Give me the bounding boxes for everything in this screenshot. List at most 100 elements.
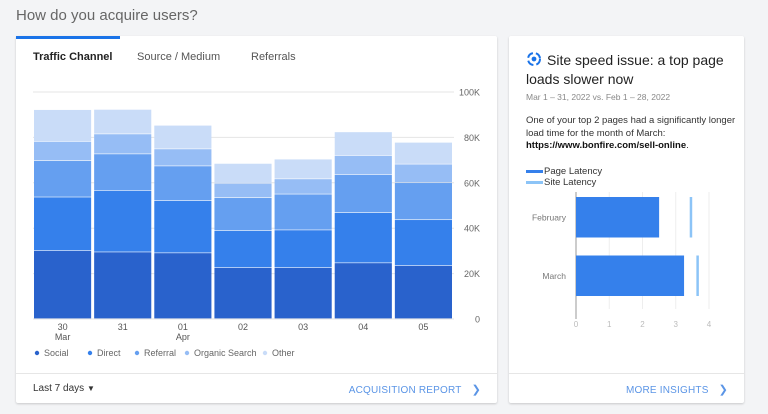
chevron-right-icon: ❯ xyxy=(718,384,728,396)
tab-referrals[interactable]: Referrals xyxy=(251,51,296,63)
tab-source-medium[interactable]: Source / Medium xyxy=(137,51,221,63)
active-tab-indicator xyxy=(16,36,120,39)
y-tick-label: 100K xyxy=(459,88,480,98)
insight-title-text: Site speed issue: a top page loads slowe… xyxy=(526,52,724,87)
insight-body-end: . xyxy=(686,140,689,151)
bar-segment-social xyxy=(94,252,152,319)
bar-segment-other xyxy=(34,109,92,142)
latency-chart: 0 1 2 3 4 February March xyxy=(532,192,712,329)
legend-label: Referral xyxy=(144,348,176,358)
tab-traffic-channel[interactable]: Traffic Channel xyxy=(33,51,113,63)
bar-segment-referral xyxy=(334,174,392,213)
y-tick-label: 60K xyxy=(464,178,480,188)
bar-segment-other xyxy=(394,142,452,164)
acquisition-report-label: ACQUISITION REPORT xyxy=(348,385,462,396)
legend-dot xyxy=(87,350,93,356)
x-tick-label: 1 xyxy=(607,320,612,329)
legend-site-latency: Site Latency xyxy=(526,177,596,188)
legend-dot xyxy=(134,350,140,356)
bar-segment-referral xyxy=(94,154,152,191)
bar-site-latency xyxy=(689,197,693,238)
bar-segment-direct xyxy=(94,190,152,252)
bar-segment-referral xyxy=(34,161,92,197)
bar-segment-direct xyxy=(274,230,332,268)
legend-swatch-page-latency xyxy=(526,170,543,173)
y-tick-label: 80K xyxy=(464,133,480,143)
bar-segment-direct xyxy=(334,212,392,263)
insight-body-text: One of your top 2 pages had a significan… xyxy=(526,115,736,139)
bar-segment-social xyxy=(34,250,92,319)
x-tick-label: 0 xyxy=(574,320,579,329)
bar-segment-direct xyxy=(394,220,452,266)
acquisition-card: Traffic Channel Source / Medium Referral… xyxy=(16,36,497,403)
x-tick-label: 4 xyxy=(707,320,712,329)
more-insights-label: MORE INSIGHTS xyxy=(625,385,709,396)
bar-segment-referral xyxy=(394,183,452,220)
bar-segment-organic-search xyxy=(274,179,332,194)
legend-label: Other xyxy=(272,348,295,358)
y-tick-label: 0 xyxy=(475,315,480,325)
legend-label: Organic Search xyxy=(194,348,257,358)
bar-segment-organic-search xyxy=(334,155,392,175)
x-tick-label: 02 xyxy=(238,322,248,332)
x-tick-label: 05 xyxy=(418,322,428,332)
x-tick-label: 30 xyxy=(58,322,68,332)
legend-label: Social xyxy=(44,348,69,358)
bar-segment-organic-search xyxy=(94,134,152,154)
legend-swatch-site-latency xyxy=(526,181,543,184)
x-tick-label: 3 xyxy=(674,320,679,329)
bar-segment-other xyxy=(274,159,332,179)
legend-label: Page Latency xyxy=(544,166,603,177)
bar-segment-other xyxy=(154,125,212,149)
bar-page-latency xyxy=(576,197,660,238)
bar-segment-organic-search xyxy=(214,183,272,198)
date-range-dropdown[interactable]: Last 7 days ▼ xyxy=(33,383,95,394)
legend-dot xyxy=(34,350,40,356)
bar-segment-other xyxy=(214,163,272,183)
dropdown-caret-icon: ▼ xyxy=(86,384,95,393)
insight-description: One of your top 2 pages had a significan… xyxy=(526,115,736,153)
insight-date-range: Mar 1 – 31, 2022 vs. Feb 1 – 28, 2022 xyxy=(526,92,671,102)
y-tick-label: 40K xyxy=(464,224,480,234)
legend-dot xyxy=(262,350,268,356)
bar-segment-social xyxy=(274,267,332,319)
y-tick-label: 20K xyxy=(464,269,480,279)
insight-title: Site speed issue: a top page loads slowe… xyxy=(526,51,736,89)
more-insights-link[interactable]: MORE INSIGHTS ❯ xyxy=(626,383,728,396)
bar-segment-social xyxy=(214,267,272,319)
bar-page-latency xyxy=(576,255,685,296)
x-tick-label: 03 xyxy=(298,322,308,332)
bar-segment-referral xyxy=(214,198,272,231)
insights-icon xyxy=(527,52,541,66)
x-tick-label: 31 xyxy=(118,322,128,332)
x-tick-label: 2 xyxy=(640,320,645,329)
bar-segment-direct xyxy=(214,230,272,268)
bar-segment-other xyxy=(334,132,392,156)
category-label: February xyxy=(532,212,567,222)
insight-card: Site speed issue: a top page loads slowe… xyxy=(509,36,744,403)
bar-segment-organic-search xyxy=(34,141,92,161)
card-footer: MORE INSIGHTS ❯ xyxy=(509,373,744,403)
bar-segment-organic-search xyxy=(154,149,212,166)
insight-page-url: https://www.bonfire.com/sell-online xyxy=(526,140,687,151)
legend-label: Site Latency xyxy=(544,177,597,188)
bar-segment-referral xyxy=(154,166,212,201)
x-tick-label: 01 xyxy=(178,322,188,332)
bar-segment-social xyxy=(154,253,212,319)
bar-segment-social xyxy=(334,263,392,319)
bar-segment-direct xyxy=(34,197,92,251)
bar-segment-social xyxy=(394,265,452,319)
category-label: March xyxy=(542,271,566,281)
bar-segment-other xyxy=(94,109,152,134)
legend-page-latency: Page Latency xyxy=(526,166,602,177)
acquisition-report-link[interactable]: ACQUISITION REPORT ❯ xyxy=(349,383,481,396)
x-tick-label: Apr xyxy=(176,332,190,342)
bar-segment-referral xyxy=(274,194,332,230)
date-range-label: Last 7 days xyxy=(33,383,85,394)
bar-site-latency xyxy=(696,255,699,296)
card-footer: Last 7 days ▼ ACQUISITION REPORT ❯ xyxy=(16,373,497,403)
legend-dot xyxy=(184,350,190,356)
x-tick-label: 04 xyxy=(358,322,368,332)
bar-segment-direct xyxy=(154,200,212,253)
